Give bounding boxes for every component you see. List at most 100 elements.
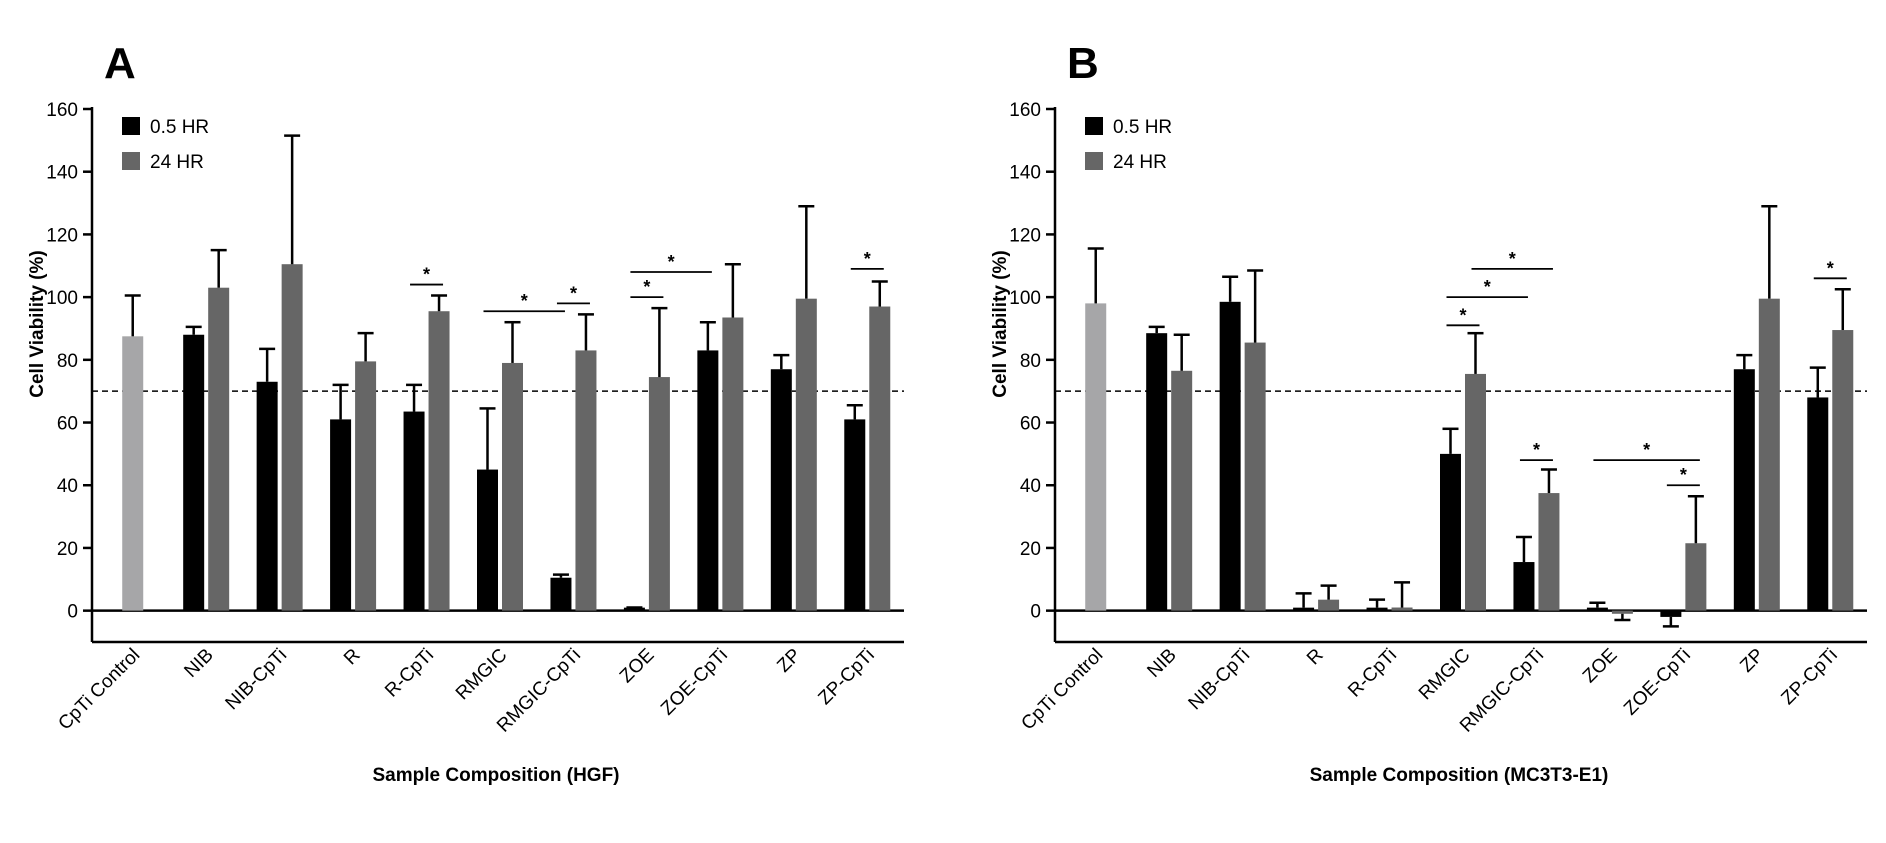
panel-a-category-label: R <box>340 645 365 670</box>
panel-a-y-tick-label: 40 <box>57 476 78 497</box>
panel-b-significance-star: * <box>1827 258 1834 278</box>
panel-b-y-tick-label: 20 <box>1020 539 1041 560</box>
panel-a-bar-24hr <box>281 264 303 611</box>
panel-b-bar-0-5hr <box>1219 301 1241 611</box>
panel-b-category-label: NIB-CpTi <box>1185 645 1255 715</box>
panel-a-y-axis-title: Cell Viability (%) <box>27 250 48 397</box>
panel-b-category-label: R <box>1303 645 1328 670</box>
panel-a-chart: Cell Viability (%) Sample Composition (H… <box>27 100 904 786</box>
panel-b-bar-24hr <box>1685 543 1707 611</box>
panel-a-category-label: ZP-CpTi <box>814 645 878 709</box>
panel-b-bar-0-5hr <box>1366 607 1388 611</box>
panel-a-legend-label-24hr: 24 HR <box>150 152 204 173</box>
panel-a-bar-24hr <box>795 298 817 611</box>
panel-a-bar-24hr <box>575 350 597 611</box>
panel-b-category-label: ZP-CpTi <box>1777 645 1841 709</box>
panel-a-y-tick-label: 140 <box>46 163 78 184</box>
panel-b-legend-swatch-0-5hr <box>1085 117 1103 135</box>
panel-a-bar-cpti-control <box>122 336 144 611</box>
panel-b-bar-0-5hr <box>1586 607 1608 611</box>
panel-a-significance-star: * <box>668 252 675 272</box>
panel-a-significance-star: * <box>643 277 650 297</box>
panel-a-significance-star: * <box>864 249 871 269</box>
panel-a-bar-0-5hr <box>403 411 425 611</box>
panel-b-bar-0-5hr <box>1293 607 1315 611</box>
panel-a-bar-0-5hr <box>697 350 719 611</box>
panel-b-bar-24hr <box>1465 373 1486 611</box>
panel-a-legend-label-0-5hr: 0.5 HR <box>150 117 209 138</box>
panel-a-category-label: ZP <box>773 645 805 677</box>
panel-b-y-tick-label: 0 <box>1030 602 1041 623</box>
panel-a-bar-24hr <box>428 311 450 611</box>
panel-b-category-label: ZP <box>1736 645 1768 677</box>
panel-b-legend-label-0-5hr: 0.5 HR <box>1113 117 1172 138</box>
panel-a-category-label: ZOE-CpTi <box>657 645 732 720</box>
panel-a-bar-24hr <box>722 317 744 611</box>
panel-a-significance-star: * <box>423 265 430 285</box>
panel-b-bar-24hr <box>1171 370 1193 611</box>
panel-b-y-tick-label: 100 <box>1009 288 1041 309</box>
panel-b-significance-star: * <box>1509 249 1516 269</box>
panel-a-category-label: R-CpTi <box>381 645 438 702</box>
panel-a-bar-0-5hr <box>477 469 498 611</box>
panel-b-y-tick-label: 40 <box>1020 476 1041 497</box>
panel-a-bar-24hr <box>869 306 891 611</box>
panel-a-x-axis-title: Sample Composition (HGF) <box>373 765 620 786</box>
panel-b-category-label: CpTi Control <box>1017 645 1107 735</box>
panel-b-bar-24hr <box>1391 607 1413 611</box>
panel-b-y-tick-label: 60 <box>1020 414 1041 435</box>
panel-b-category-label: ZOE <box>1579 645 1621 687</box>
panel-b-bar-cpti-control <box>1085 303 1107 611</box>
panel-b-bar-0-5hr <box>1146 333 1168 611</box>
panel-a-bar-0-5hr <box>256 381 278 611</box>
panel-a-bar-0-5hr <box>183 334 205 611</box>
panel-b-significance-star: * <box>1459 305 1466 325</box>
panel-a-category-label: CpTi Control <box>54 645 144 735</box>
panel-b-chart: Cell Viability (%) Sample Composition (M… <box>990 100 1867 786</box>
panel-b-category-label: NIB <box>1143 645 1180 682</box>
panel-b-bar-24hr <box>1832 330 1854 611</box>
panel-b-bar-24hr <box>1538 493 1560 611</box>
panel-b-y-tick-label: 80 <box>1020 351 1041 372</box>
panel-a-legend-swatch-24hr <box>122 152 140 170</box>
panel-a-bar-0-5hr <box>330 419 352 611</box>
panel-a-bar-0-5hr <box>623 607 645 611</box>
panel-b-legend-label-24hr: 24 HR <box>1113 152 1167 173</box>
panel-a-legend-swatch-0-5hr <box>122 117 140 135</box>
panel-b-bar-0-5hr <box>1733 369 1755 611</box>
panel-a-y-tick-label: 120 <box>46 225 78 246</box>
panel-a-category-label: ZOE <box>616 645 658 687</box>
panel-b-y-tick-label: 140 <box>1009 163 1041 184</box>
panel-a-bar-24hr <box>208 287 230 611</box>
panel-a-y-tick-label: 0 <box>67 602 78 623</box>
panel-b-significance-star: * <box>1533 440 1540 460</box>
panel-b-significance-star: * <box>1484 277 1491 297</box>
panel-b-bar-24hr <box>1758 298 1780 611</box>
panel-b-category-label: R-CpTi <box>1344 645 1401 702</box>
panel-b-category-label: ZOE-CpTi <box>1620 645 1695 720</box>
panel-a-y-tick-label: 160 <box>46 100 78 121</box>
panel-b-bar-24hr <box>1318 599 1340 611</box>
panel-b-category-label: RMGIC <box>1415 645 1475 705</box>
panel-a-bar-24hr <box>502 362 523 611</box>
panel-b-bar-24hr <box>1244 342 1266 611</box>
panel-a-category-label: NIB-CpTi <box>222 645 292 715</box>
panel-b-significance-star: * <box>1680 465 1687 485</box>
panel-b-x-axis-title: Sample Composition (MC3T3-E1) <box>1310 765 1609 786</box>
panel-a-category-label: NIB <box>180 645 217 682</box>
panel-b-y-tick-label: 160 <box>1009 100 1041 121</box>
panel-a-bar-0-5hr <box>770 369 792 611</box>
panel-b-y-tick-label: 120 <box>1009 225 1041 246</box>
panel-a-y-tick-label: 100 <box>46 288 78 309</box>
panel-a-y-tick-label: 20 <box>57 539 78 560</box>
panel-a-y-tick-label: 80 <box>57 351 78 372</box>
panel-b-bar-24hr <box>1611 610 1633 614</box>
panel-a-bar-24hr <box>355 361 377 611</box>
panel-b-bar-0-5hr <box>1660 610 1682 617</box>
panel-b-bar-0-5hr <box>1807 397 1829 611</box>
panel-letter-b: B <box>1067 39 1099 88</box>
panel-a-significance-star: * <box>521 291 528 311</box>
panel-a-significance-star: * <box>570 283 577 303</box>
